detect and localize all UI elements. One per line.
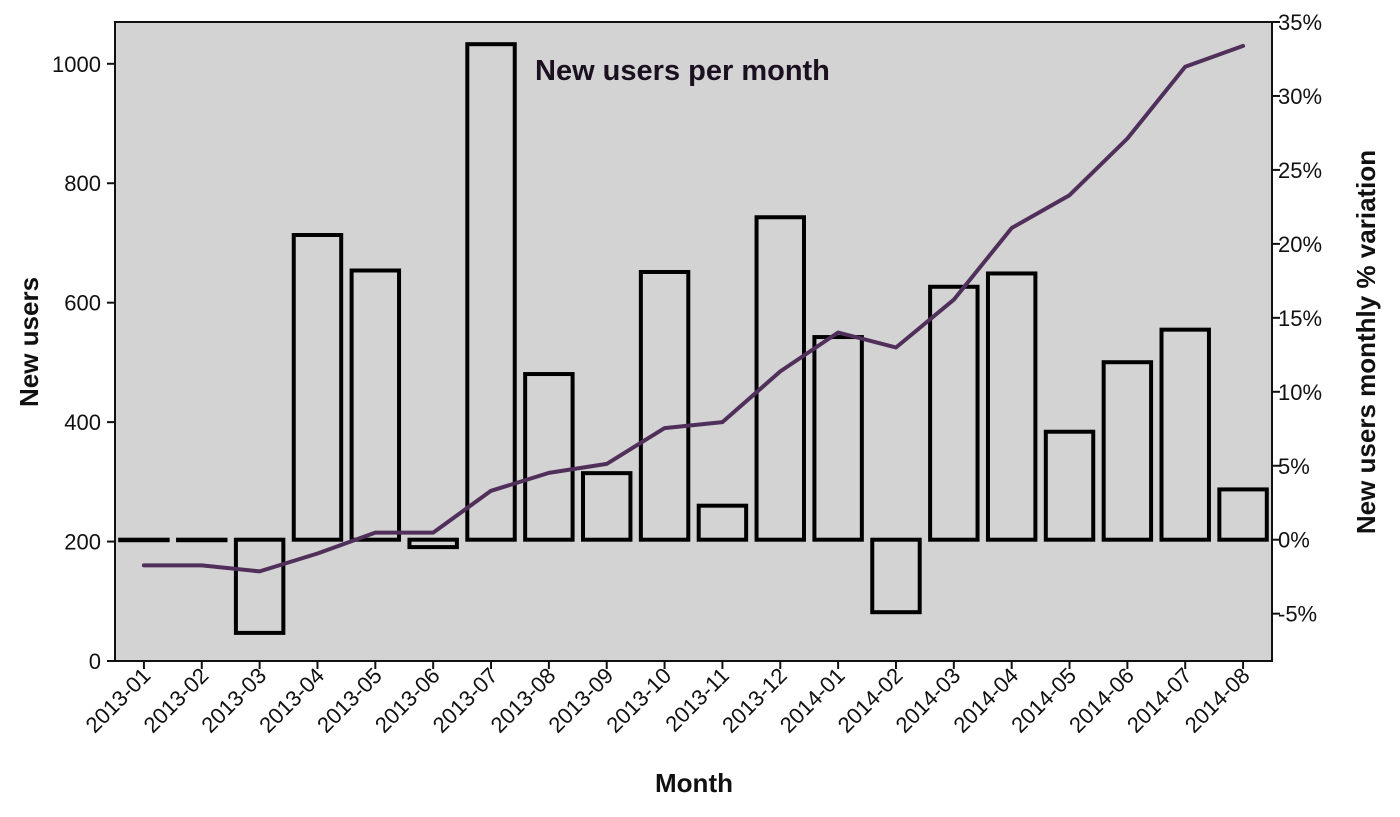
bar-group [118,42,1269,635]
bar-2013-01 [118,537,170,543]
plot-frame [114,21,1273,662]
y-tick-label: 1000 [52,52,101,77]
bar-2013-12 [754,215,806,542]
y2-axis-title: New users monthly % variation [1351,150,1381,534]
left-axis: 0 200 400 600 800 1000 [52,52,115,674]
line-group [141,43,1246,574]
bar-2013-09 [581,471,633,542]
y-tick-label: 600 [64,291,101,316]
bar-2014-03 [928,284,980,542]
y2-tick-label: 35% [1278,10,1322,35]
x-tick-label: 2013-10 [601,663,676,738]
bar-2013-02 [176,537,228,543]
y2-tick-label: 10% [1278,380,1322,405]
right-axis: -5% 0% 5% 10% 15% 20% 25% 30% 35% [1272,10,1322,627]
chart-title: New users per month [535,55,830,87]
y2-tick-label: 25% [1278,158,1322,183]
x-axis-title: Month [655,768,733,798]
y2-tick-label: 0% [1278,528,1310,553]
bar-2013-06 [407,537,459,550]
bar-2014-06 [1101,360,1154,542]
bar-2014-05 [1043,429,1096,542]
bar-2013-10 [638,269,691,542]
y-tick-label: 0 [89,649,101,674]
bar-2014-01 [812,335,864,542]
x-tick-label: 2014-08 [1180,663,1255,738]
y2-tick-label: 20% [1278,232,1322,257]
y2-tick-label: 15% [1278,306,1322,331]
y-axis-title: New users [14,277,44,407]
y2-tick-label: 5% [1278,454,1310,479]
bar-2013-04 [291,233,344,542]
plot-background [115,22,1272,661]
y-tick-label: 200 [64,530,101,555]
y-tick-label: 800 [64,171,101,196]
x-axis: 2013-012013-022013-032013-042013-052013-… [81,661,1255,738]
y2-tick-label: -5% [1278,602,1317,627]
bar-2014-04 [985,271,1038,542]
bar-2013-05 [349,268,402,542]
bar-2014-07 [1159,327,1211,542]
bar-2014-08 [1217,487,1269,542]
series-line [141,43,1246,574]
y-tick-label: 400 [64,410,101,435]
bar-2013-07 [465,42,517,542]
bar-2014-02 [870,537,922,615]
bar-2013-08 [523,372,575,542]
bar-2013-03 [233,537,286,635]
y2-tick-label: 30% [1278,84,1322,109]
bar-2013-11 [696,503,749,542]
